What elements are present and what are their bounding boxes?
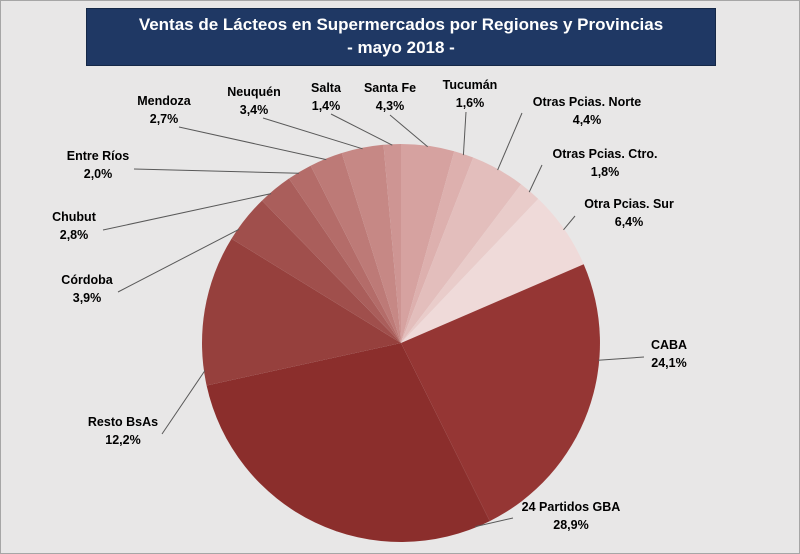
slice-label-cordoba: Córdoba 3,9% — [61, 273, 113, 305]
pie-slice-cordoba — [231, 200, 401, 343]
leader-line-otras-pcias-norte — [497, 112, 523, 171]
slice-label-mendoza: Mendoza 2,7% — [137, 94, 192, 126]
leader-line-neuquen — [262, 117, 363, 150]
pie-slice-otras-pcias-norte — [401, 157, 522, 343]
leader-line-resto-bsas — [161, 370, 206, 435]
pie-slice-resto-bsas — [202, 238, 401, 386]
leader-line-24-partidos-gba — [475, 517, 514, 528]
chart-title: Ventas de Lácteos en Supermercados por R… — [138, 15, 664, 35]
leader-line-caba — [598, 356, 645, 361]
pie-slice-entre-rios — [289, 165, 401, 343]
chart-title-box: Ventas de Lácteos en Supermercados por R… — [86, 8, 716, 66]
pie-slice-tucuman — [401, 151, 474, 343]
leader-line-cordoba — [117, 228, 240, 293]
leader-line-salta — [330, 113, 393, 146]
pie-slice-chubut — [262, 178, 401, 343]
leader-line-otra-pcias-sur — [563, 215, 576, 231]
slice-label-entre-rios: Entre Ríos 2,0% — [67, 149, 130, 181]
slice-label-chubut: Chubut 2,8% — [52, 210, 97, 242]
pie-slice-otra-pcias-sur — [401, 198, 584, 343]
pie-slice-otras-pcias-ctro — [401, 184, 539, 343]
slice-label-caba: CABA 24,1% — [651, 338, 687, 370]
slice-label-24-partidos-gba: 24 Partidos GBA 28,9% — [522, 500, 621, 532]
pie-slice-caba — [401, 264, 600, 522]
slice-label-salta: Salta 1,4% — [311, 81, 342, 113]
slice-label-resto-bsas: Resto BsAs 12,2% — [88, 415, 158, 447]
leader-line-otras-pcias-ctro — [528, 164, 543, 193]
leader-line-mendoza — [178, 126, 327, 161]
slice-label-neuquen: Neuquén 3,4% — [227, 85, 280, 117]
leader-line-entre-rios — [133, 168, 300, 174]
slice-label-otra-pcias-sur: Otra Pcias. Sur 6,4% — [584, 197, 674, 229]
leader-line-chubut — [102, 193, 272, 231]
leader-line-tucuman — [462, 111, 467, 156]
pie-slice-24-partidos-gba — [206, 343, 490, 543]
pie-slice-santa-fe — [401, 143, 455, 343]
slice-label-otras-pcias-norte: Otras Pcias. Norte 4,4% — [533, 95, 641, 127]
pie-slice-neuquen — [341, 144, 401, 343]
pie-slice-mendoza — [310, 153, 401, 343]
chart-subtitle: - mayo 2018 - — [347, 38, 455, 58]
pie-slice-salta — [383, 144, 401, 343]
slice-label-otras-pcias-ctro: Otras Pcias. Ctro. 1,8% — [553, 147, 658, 179]
leader-line-santa-fe — [389, 114, 429, 148]
slice-label-santa-fe: Santa Fe 4,3% — [364, 81, 416, 113]
slice-label-tucuman: Tucumán 1,6% — [443, 78, 498, 110]
